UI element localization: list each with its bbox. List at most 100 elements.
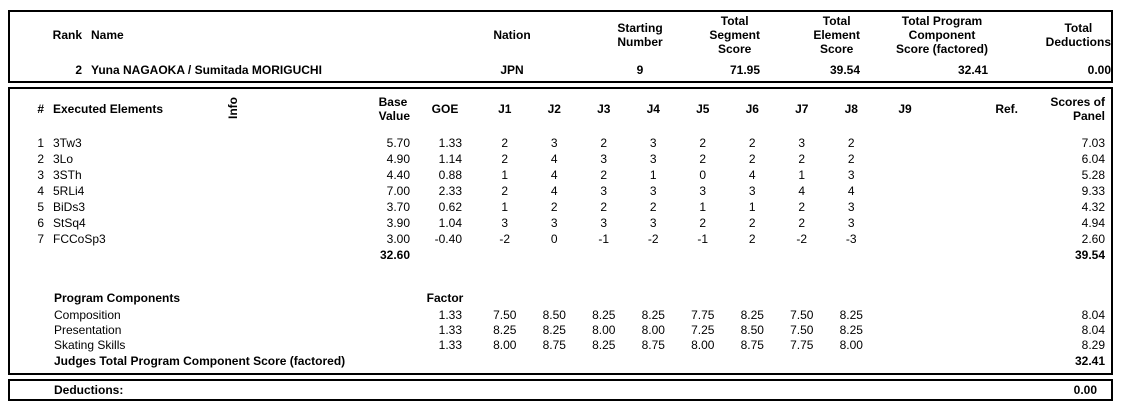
scores-of-panel-header: Scores of Panel bbox=[1050, 95, 1105, 123]
judge-score: 3 bbox=[550, 136, 558, 150]
judge-score: 2 bbox=[748, 136, 756, 150]
ref-score bbox=[934, 338, 1020, 353]
judge-8-header: J8 bbox=[844, 102, 858, 116]
component-row: Skating Skills 1.33 8.00 8.75 8.25 8.75 … bbox=[10, 338, 1111, 353]
component-judge-score: 8.75 bbox=[641, 338, 665, 352]
element-goe: 0.88 bbox=[438, 168, 462, 182]
total-element-panel-score: 39.54 bbox=[1074, 248, 1105, 262]
program-components-title: Program Components bbox=[54, 291, 181, 305]
total-component-score-header-text: Total Program Component Score (factored) bbox=[895, 13, 988, 56]
element-row: 2 3Lo 4.90 1.14 2 4 3 3 2 2 2 2 6.04 bbox=[10, 151, 1111, 167]
judge-score: 3 bbox=[649, 184, 657, 198]
judge-score: 2 bbox=[798, 216, 806, 230]
judge-score: 3 bbox=[600, 152, 608, 166]
component-factor: 1.33 bbox=[438, 308, 462, 322]
element-row: 4 5RLi4 7.00 2.33 2 4 3 3 3 3 4 4 9.33 bbox=[10, 183, 1111, 199]
component-judge-score: 8.00 bbox=[592, 323, 616, 337]
element-goe: 2.33 bbox=[438, 184, 462, 198]
component-name: Presentation bbox=[54, 323, 122, 337]
rank-value: 2 bbox=[75, 63, 82, 77]
component-factor: 1.33 bbox=[438, 338, 462, 352]
total-element-score-header: Total Element Score bbox=[784, 12, 882, 57]
element-info bbox=[210, 151, 256, 167]
element-name: 5RLi4 bbox=[53, 184, 85, 198]
judge-score: 2 bbox=[600, 136, 608, 150]
element-goe: 1.14 bbox=[438, 152, 462, 166]
element-info bbox=[210, 215, 256, 231]
element-name: 3STh bbox=[53, 168, 82, 182]
total-base-value: 32.60 bbox=[379, 248, 410, 262]
component-judge-score: 8.25 bbox=[839, 308, 863, 322]
judge-score: -1 bbox=[598, 232, 610, 246]
component-judge-score: 7.75 bbox=[691, 308, 715, 322]
element-number: 6 bbox=[37, 216, 44, 230]
judge-score: 1 bbox=[501, 200, 509, 214]
judge-score: -2 bbox=[499, 232, 511, 246]
empty-cell bbox=[10, 247, 46, 264]
competitor-summary-box: Rank Name Nation Starting Number Total S… bbox=[8, 10, 1113, 83]
total-component-score-value: 32.41 bbox=[957, 63, 988, 77]
judge-score: 1 bbox=[649, 168, 657, 182]
component-factor: 1.33 bbox=[438, 323, 462, 337]
components-header-row: Program Components Factor bbox=[10, 288, 1111, 308]
judge-score: 2 bbox=[501, 136, 509, 150]
ref-score bbox=[934, 199, 1020, 215]
empty-cell bbox=[480, 288, 1111, 308]
judge-1-header: J1 bbox=[498, 102, 512, 116]
total-deductions-header-text: Total Deductions bbox=[1045, 20, 1111, 49]
judge-score: -2 bbox=[796, 232, 808, 246]
judge-5-header: J5 bbox=[696, 102, 710, 116]
judge-score: 3 bbox=[847, 216, 855, 230]
number-column-header: # bbox=[37, 102, 44, 116]
element-info bbox=[210, 183, 256, 199]
judge-9-score bbox=[876, 323, 934, 338]
competitor-summary-table: Rank Name Nation Starting Number Total S… bbox=[10, 12, 1111, 81]
component-judge-score: 8.50 bbox=[740, 323, 764, 337]
judge-score: 4 bbox=[748, 168, 756, 182]
judge-score: 3 bbox=[699, 184, 707, 198]
judge-score: 3 bbox=[649, 136, 657, 150]
component-row: Presentation 1.33 8.25 8.25 8.00 8.00 7.… bbox=[10, 323, 1111, 338]
judge-score: -1 bbox=[697, 232, 709, 246]
judge-score: 2 bbox=[748, 216, 756, 230]
judge-score: 4 bbox=[847, 184, 855, 198]
judge-7-header: J7 bbox=[795, 102, 809, 116]
element-info bbox=[210, 231, 256, 247]
component-judge-score: 8.00 bbox=[839, 338, 863, 352]
judge-score: 1 bbox=[798, 168, 806, 182]
ref-score bbox=[934, 215, 1020, 231]
component-judge-score: 8.25 bbox=[592, 308, 616, 322]
element-info bbox=[210, 167, 256, 183]
judge-9-score bbox=[876, 215, 934, 231]
judge-4-header: J4 bbox=[646, 102, 660, 116]
element-panel-score: 6.04 bbox=[1081, 152, 1105, 166]
judge-score: 2 bbox=[798, 200, 806, 214]
ref-score bbox=[934, 183, 1020, 199]
element-row: 7 FCCoSp3 3.00 -0.40 -2 0 -1 -2 -1 2 -2 … bbox=[10, 231, 1111, 247]
element-panel-score: 5.28 bbox=[1081, 168, 1105, 182]
judge-score: 4 bbox=[798, 184, 806, 198]
element-number: 7 bbox=[37, 232, 44, 246]
judge-score: 1 bbox=[501, 168, 509, 182]
element-base-value: 4.40 bbox=[386, 168, 410, 182]
judge-score: 2 bbox=[699, 152, 707, 166]
judge-9-score bbox=[876, 231, 934, 247]
info-column-header: Info bbox=[210, 89, 256, 129]
element-row: 6 StSq4 3.90 1.04 3 3 3 3 2 2 2 3 4.94 bbox=[10, 215, 1111, 231]
total-deductions-value: 0.00 bbox=[1087, 63, 1111, 77]
component-judge-score: 7.50 bbox=[790, 308, 814, 322]
element-name: 3Lo bbox=[53, 152, 74, 166]
component-judge-score: 8.25 bbox=[493, 323, 517, 337]
element-base-value: 3.00 bbox=[386, 232, 410, 246]
judge-score: 1 bbox=[748, 200, 756, 214]
judge-score: 2 bbox=[600, 200, 608, 214]
base-value-header-text: Base Value bbox=[378, 95, 410, 123]
judge-score: 2 bbox=[847, 152, 855, 166]
judge-2-header: J2 bbox=[547, 102, 561, 116]
component-judge-score: 8.25 bbox=[839, 323, 863, 337]
element-panel-score: 9.33 bbox=[1081, 184, 1105, 198]
component-judge-score: 8.25 bbox=[740, 308, 764, 322]
spacer-row bbox=[10, 264, 1111, 288]
component-judge-score: 8.50 bbox=[542, 308, 566, 322]
components-total-row: Judges Total Program Component Score (fa… bbox=[10, 353, 1111, 373]
